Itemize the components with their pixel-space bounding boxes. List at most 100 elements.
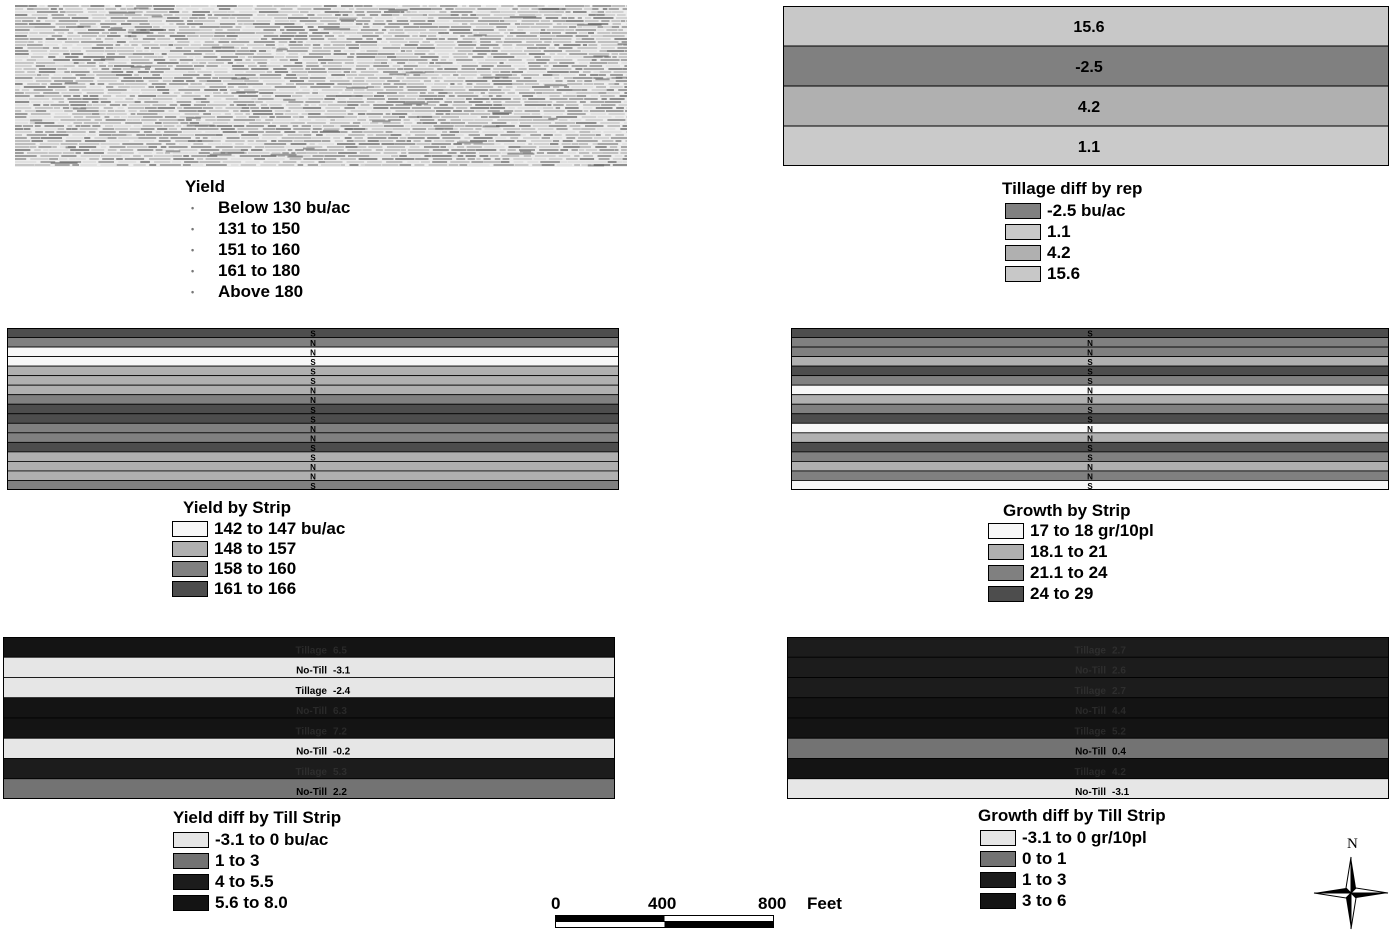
yield-map-raster	[15, 5, 627, 167]
growth-strip-legend-swatch	[988, 523, 1024, 539]
yield-legend-item: • 161 to 180	[187, 261, 300, 281]
till-strip-treatment: Tillage	[1075, 767, 1107, 778]
tillage-rep-legend-label: 1.1	[1047, 222, 1071, 241]
strip-code: N	[1087, 472, 1093, 481]
yield-legend-dot-icon: •	[191, 224, 195, 234]
yield-strip-legend-label: 148 to 157	[214, 539, 297, 558]
strip-code: S	[1087, 377, 1093, 386]
till-strip-treatment: Tillage	[1075, 726, 1107, 737]
yield-strip-legend-swatch	[172, 581, 208, 597]
growth-strip-legend-label: 17 to 18 gr/10pl	[1030, 521, 1154, 540]
yield-strip-legend-title: Yield by Strip	[183, 498, 292, 517]
strip-code: N	[1087, 387, 1093, 396]
till-strip-value: -2.4	[333, 686, 351, 697]
rep-band	[783, 85, 1389, 127]
growth-strip-legend-label: 24 to 29	[1030, 584, 1094, 603]
tillage-rep-legend-swatch	[1005, 224, 1041, 240]
rep-band-label: -2.5	[1075, 59, 1103, 76]
tillage-rep-legend-item: 4.2	[1005, 243, 1071, 263]
till-strip-treatment: No-Till	[296, 666, 327, 677]
yield-till-legend-item: -3.1 to 0 bu/ac	[173, 830, 328, 850]
till-strip-value: 7.2	[333, 726, 347, 737]
till-strip-value: 0.4	[1112, 747, 1126, 758]
strip-code: S	[1087, 444, 1093, 453]
till-strip	[3, 778, 615, 799]
strip-code: S	[310, 444, 316, 453]
growth-strip-legend-item: 24 to 29	[988, 584, 1093, 604]
growth-strip-legend-swatch	[988, 586, 1024, 602]
rep-band-label: 15.6	[1073, 19, 1104, 36]
strip-code: S	[310, 368, 316, 377]
growth-strip-legend-label: 18.1 to 21	[1030, 542, 1108, 561]
till-strip	[787, 778, 1389, 799]
strip-code: S	[1087, 482, 1093, 490]
till-strip-value: -3.1	[333, 666, 351, 677]
strip-code: N	[1087, 425, 1093, 434]
till-strip-value: -0.2	[333, 747, 351, 758]
growth-strip-legend-item: 18.1 to 21	[988, 542, 1108, 562]
till-strip-value: 5.2	[1112, 726, 1126, 737]
strip-code: N	[1087, 396, 1093, 405]
scale-unit: Feet	[807, 894, 842, 913]
scale-bar-graphic	[555, 915, 774, 928]
yield-strip-legend-swatch	[172, 521, 208, 537]
scale-tick-0: 0	[551, 894, 561, 913]
till-strip-value: -3.1	[1112, 787, 1130, 798]
yield-strip-legend-item: 148 to 157	[172, 539, 296, 559]
till-strip-value: 2.2	[333, 787, 347, 798]
till-strip-treatment: Tillage	[296, 645, 328, 656]
tillage-rep-legend-item: -2.5 bu/ac	[1005, 201, 1125, 221]
yield-strip-legend-label: 142 to 147 bu/ac	[214, 519, 346, 538]
yield-legend-label: 161 to 180	[218, 261, 301, 280]
yield-legend-dot-icon: •	[191, 203, 195, 213]
till-strip-treatment: No-Till	[1075, 747, 1106, 758]
strip-code: N	[310, 472, 316, 481]
strip-code: N	[310, 396, 316, 405]
rep-band-label: 4.2	[1078, 99, 1100, 116]
till-strip-treatment: Tillage	[296, 686, 328, 697]
yield-strip-legend-swatch	[172, 541, 208, 557]
strip-code: N	[310, 339, 316, 348]
till-strip-treatment: No-Till	[1075, 706, 1106, 717]
yield-till-legend-label: -3.1 to 0 bu/ac	[215, 830, 329, 849]
growth-strip-legend-label: 21.1 to 24	[1030, 563, 1108, 582]
tillage-rep-legend-item: 1.1	[1005, 222, 1071, 242]
yield-legend-label: Below 130 bu/ac	[218, 198, 351, 217]
till-strip-treatment: Tillage	[296, 726, 328, 737]
yield-strip-legend-item: 158 to 160	[172, 559, 296, 579]
growth-strip-legend-title: Growth by Strip	[1003, 501, 1131, 520]
yield-till-legend-label: 5.6 to 8.0	[215, 893, 288, 912]
tillage-rep-legend-item: 15.6	[1005, 264, 1080, 284]
strip-code: N	[1087, 349, 1093, 358]
growth-strip-legend-swatch	[988, 565, 1024, 581]
yield-strip-legend-label: 161 to 166	[214, 579, 297, 598]
growth-till-panel: Tillage 2.7 No-Till 2.6 Tillage 2.7 No-Till 4.4…	[787, 637, 1389, 799]
yield-strip-legend-swatch	[172, 561, 208, 577]
strip-code: N	[310, 387, 316, 396]
yield-till-legend-title: Yield diff by Till Strip	[173, 808, 342, 827]
growth-till-legend-swatch	[980, 872, 1016, 888]
yield-legend-item: • 151 to 160	[187, 240, 300, 260]
yield-till-legend-swatch	[173, 874, 209, 890]
tillage-rep-legend-label: -2.5 bu/ac	[1047, 201, 1126, 220]
till-strip-treatment: No-Till	[1075, 787, 1106, 798]
growth-till-legend-title: Growth diff by Till Strip	[978, 806, 1166, 825]
yield-legend-item: • Below 130 bu/ac	[187, 198, 350, 218]
growth-till-legend-label: 3 to 6	[1022, 891, 1067, 910]
compass-rose-icon	[1313, 856, 1389, 930]
strip-code: S	[310, 482, 316, 490]
till-strip-value: 2.7	[1112, 686, 1126, 697]
yield-strip-legend-item: 142 to 147 bu/ac	[172, 519, 345, 539]
strip-code: S	[1087, 406, 1093, 415]
north-label: N	[1347, 836, 1358, 852]
till-strip-treatment: No-Till	[1075, 666, 1106, 677]
yield-till-panel: Tillage 6.5 No-Till -3.1 Tillage -2.4 No-Till 6…	[3, 637, 615, 799]
growth-till-legend-swatch	[980, 830, 1016, 846]
strip-code: S	[1087, 368, 1093, 377]
strip-code: N	[310, 463, 316, 472]
growth-till-map: Tillage 2.7 No-Till 2.6 Tillage 2.7 No-Till 4.4…	[787, 637, 1389, 799]
till-strip-treatment: Tillage	[1075, 645, 1107, 656]
yield-till-legend-item: 1 to 3	[173, 851, 259, 871]
